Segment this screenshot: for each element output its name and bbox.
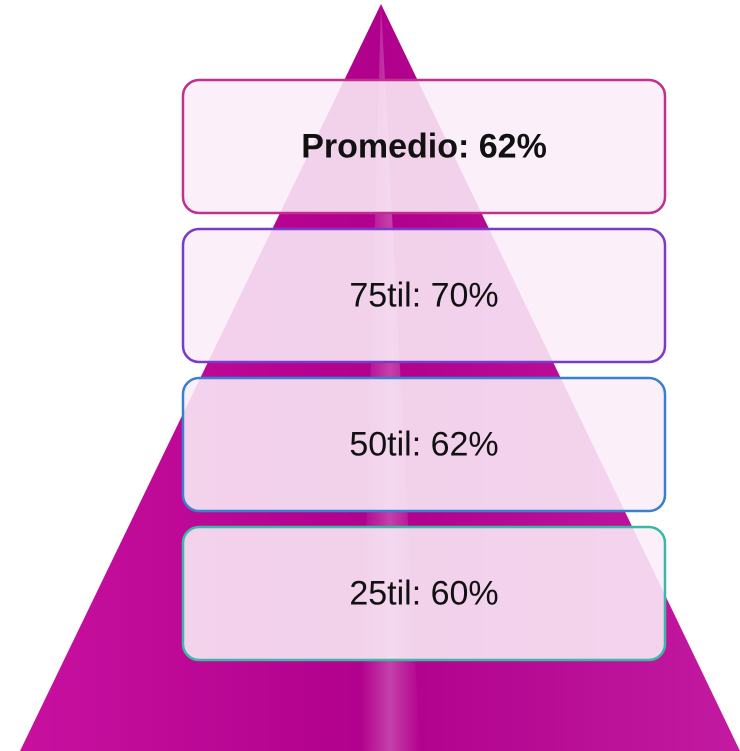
level-label: 25til: 60%: [349, 574, 498, 612]
level-label: Promedio: 62%: [301, 127, 547, 165]
level-label: 50til: 62%: [349, 425, 498, 463]
level-label: 75til: 70%: [349, 276, 498, 314]
level-box: [181, 227, 667, 364]
levels: Promedio: 62% 75til: 70% 50til: 62% 25til: …: [181, 78, 667, 662]
level-box: [181, 78, 667, 215]
level-box: [181, 376, 667, 513]
level-box: [181, 525, 667, 662]
